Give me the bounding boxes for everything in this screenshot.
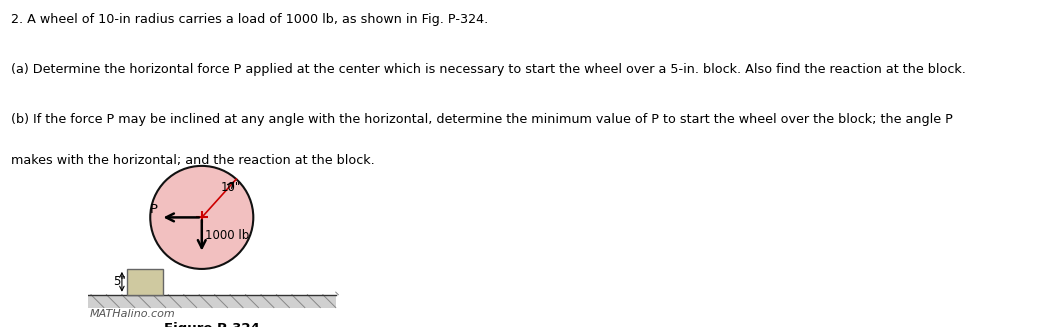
Circle shape (150, 166, 253, 269)
Text: 1000 lb: 1000 lb (204, 229, 249, 242)
Text: Figure P-324: Figure P-324 (164, 322, 259, 327)
Bar (127, 269, 163, 295)
Text: 10": 10" (220, 181, 240, 194)
Text: (a) Determine the horizontal force P applied at the center which is necessary to: (a) Determine the horizontal force P app… (11, 63, 966, 76)
Text: 2. A wheel of 10-in radius carries a load of 1000 lb, as shown in Fig. P-324.: 2. A wheel of 10-in radius carries a loa… (11, 12, 488, 26)
Bar (88, 295, 336, 308)
Text: MATHalino.com: MATHalino.com (89, 309, 175, 319)
Text: 5": 5" (112, 275, 126, 288)
Text: makes with the horizontal; and the reaction at the block.: makes with the horizontal; and the react… (11, 154, 374, 167)
Text: (b) If the force P may be inclined at any angle with the horizontal, determine t: (b) If the force P may be inclined at an… (11, 113, 952, 126)
Text: P: P (150, 203, 158, 216)
